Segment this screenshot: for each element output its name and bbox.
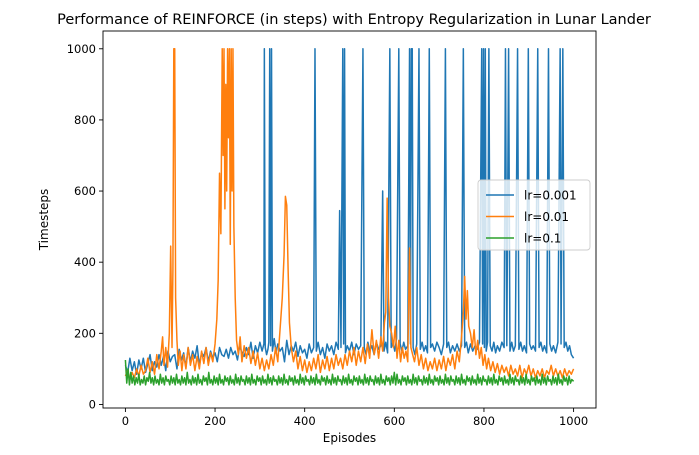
y-tick-label: 1000: [67, 42, 96, 56]
x-tick-label: 600: [383, 414, 405, 428]
legend-label-1: lr=0.001: [524, 189, 577, 203]
y-tick-label: 400: [74, 255, 96, 269]
x-axis-label: Episodes: [323, 431, 376, 445]
legend-label-3: lr=0.1: [524, 232, 561, 246]
series-layer: [124, 48, 575, 386]
legend-label-2: lr=0.01: [524, 210, 569, 224]
y-tick-label: 0: [89, 397, 96, 411]
legend: lr=0.001 lr=0.01 lr=0.1: [477, 179, 591, 251]
series-line-2: [124, 48, 575, 381]
axes-frame: [102, 30, 597, 409]
x-axis-ticks: 0 200 400 600 800 1000: [122, 408, 588, 428]
x-tick-label: 1000: [559, 414, 588, 428]
x-tick-label: 400: [294, 414, 316, 428]
y-tick-label: 200: [74, 326, 96, 340]
series-line-3: [124, 359, 575, 386]
y-axis-ticks: 0 200 400 600 800 1000: [67, 42, 103, 411]
y-tick-label: 800: [74, 113, 96, 127]
x-tick-label: 800: [473, 414, 495, 428]
x-tick-label: 200: [204, 414, 226, 428]
x-tick-label: 0: [122, 414, 129, 428]
legend-box: [477, 179, 591, 251]
legend-items: lr=0.001 lr=0.01 lr=0.1: [486, 189, 577, 246]
chart-title: Performance of REINFORCE (in steps) with…: [57, 12, 651, 28]
y-tick-label: 600: [74, 184, 96, 198]
y-axis-label: Timesteps: [37, 189, 51, 252]
